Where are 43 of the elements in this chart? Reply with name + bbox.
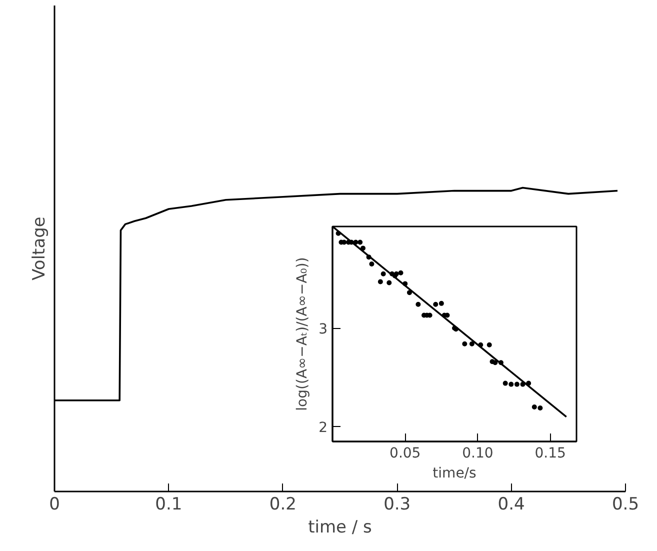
- point: [514, 382, 520, 387]
- x-axis-title: time/s: [432, 466, 476, 482]
- point: [492, 360, 498, 366]
- x-tick-label: 0.1: [155, 494, 182, 514]
- point: [402, 281, 408, 286]
- point: [462, 341, 468, 346]
- point: [336, 230, 341, 236]
- point: [369, 261, 374, 266]
- point: [508, 382, 514, 387]
- x-tick-label: 0.10: [462, 446, 494, 462]
- point: [498, 360, 504, 366]
- x-axis-title: time / s: [308, 518, 372, 538]
- point: [526, 380, 532, 386]
- point: [416, 302, 421, 307]
- x-tick-label: 0.05: [390, 446, 421, 462]
- point: [478, 342, 484, 348]
- point: [360, 246, 366, 251]
- y-tick-label: 3: [318, 322, 328, 338]
- point: [520, 382, 526, 387]
- x-tick-label: 0.4: [498, 494, 525, 514]
- point: [469, 341, 474, 346]
- point: [486, 342, 492, 348]
- point: [378, 279, 383, 284]
- point: [532, 404, 537, 410]
- point: [438, 300, 444, 306]
- y-axis-title: Voltage: [30, 216, 50, 280]
- y-tick-label: 2: [318, 420, 328, 436]
- x-tick-label: 0.3: [384, 494, 411, 514]
- y-axis-title: log((A∞−Aₜ)/(A∞−A₀)): [294, 257, 311, 411]
- point: [366, 254, 372, 260]
- point: [502, 380, 508, 386]
- point: [386, 280, 392, 286]
- point: [406, 290, 412, 296]
- point: [380, 271, 386, 276]
- point: [353, 240, 358, 245]
- point: [358, 240, 363, 245]
- point: [433, 302, 438, 307]
- x-tick-label: 0.15: [534, 446, 566, 462]
- x-tick-label: 0: [49, 494, 60, 514]
- point: [538, 405, 543, 410]
- x-tick-label: 0.2: [269, 494, 296, 514]
- x-tick-label: 0.5: [612, 494, 640, 514]
- point: [398, 270, 404, 276]
